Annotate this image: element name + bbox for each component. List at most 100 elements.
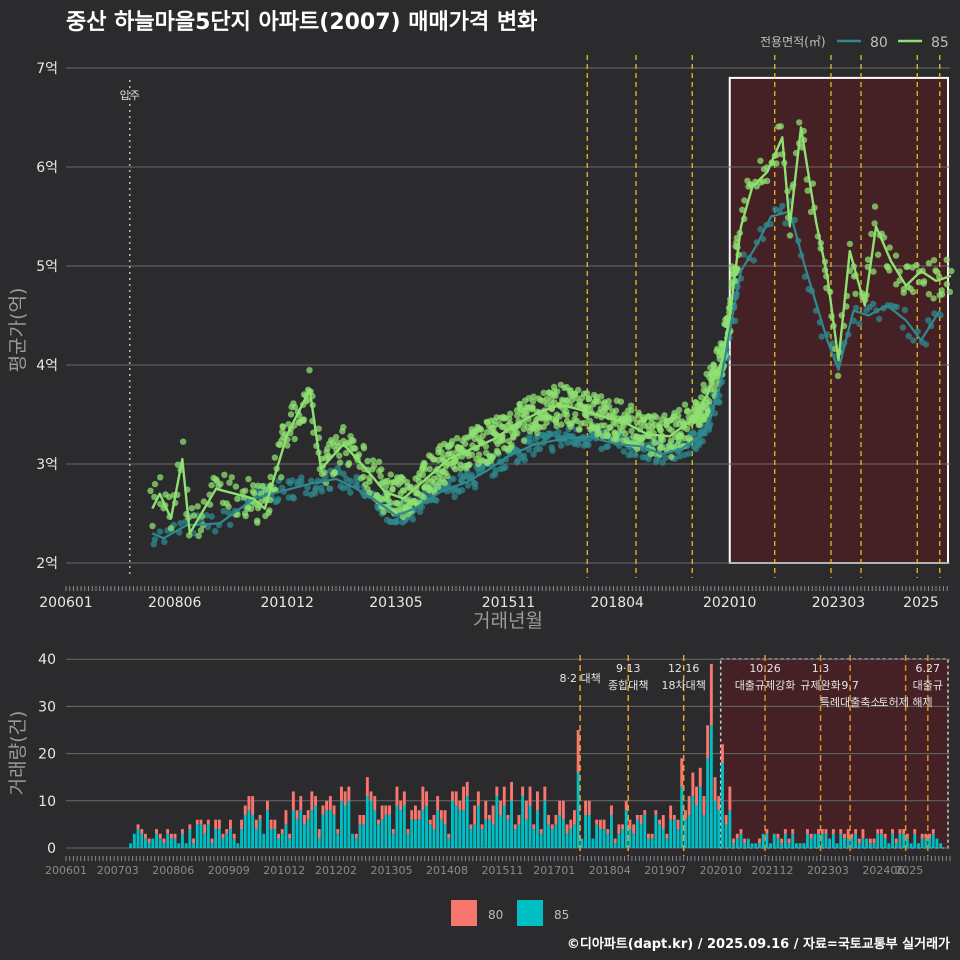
volume-bar-80 [721,744,724,764]
price-point-80 [922,341,930,348]
price-point-85 [807,208,815,216]
price-point-85 [578,394,586,401]
volume-bar-80 [706,725,710,759]
price-point-85 [499,437,507,444]
volume-bar-85 [654,815,658,848]
price-point-85 [300,416,307,423]
price-point-85 [530,393,537,400]
volume-bar-85 [465,796,469,848]
price-point-85 [604,432,612,439]
price-point-85 [846,240,854,248]
price-point-85 [757,157,764,164]
volume-bar-80 [587,800,591,815]
price-point-80 [757,226,764,233]
volume-bar-85 [809,838,813,848]
volume-bar-80 [817,829,820,834]
price-panel: 2억 3억 4억 5억 6억 7억 200601 200806 201012 201305 2015… [7,55,955,632]
volume-bar-85 [295,819,299,848]
price-point-85 [796,119,803,126]
price-point-85 [804,187,811,194]
volume-bar-80 [510,781,513,801]
volume-bar-85 [177,843,181,848]
volume-bar-85 [303,824,306,848]
price-point-85 [350,437,357,444]
price-point-85 [586,417,593,424]
price-point-85 [700,381,707,388]
volume-bar-85 [798,843,802,848]
price-point-85 [194,503,201,510]
volume-bar-80 [891,829,894,834]
price-point-85 [786,232,794,239]
volume-bar-85 [713,800,717,848]
price-point-85 [336,452,343,459]
volume-bar-85 [909,843,913,848]
volume-bar-85 [750,843,754,848]
volume-bar-80 [717,796,721,811]
price-point-85 [479,432,486,440]
volume-bar-85 [195,824,199,848]
price-line-85 [151,126,952,535]
price-point-85 [925,290,933,298]
volume-bar-85 [188,829,192,848]
price-point-85 [226,479,233,486]
volume-bar-85 [284,824,288,848]
volume-bar-80 [536,791,539,811]
volume-bar-85 [388,815,391,848]
chart-title: 중산 하늘마을5단지 아파트(2007) 매매가격 변화 [66,10,537,35]
volume-bar-85 [939,843,943,848]
volume-bar-85 [243,815,247,848]
price-point-85 [886,244,893,251]
price-point-80 [287,479,294,487]
volume-bar-85 [192,843,195,848]
volume-bar-80 [602,819,606,830]
volume-bar-85 [399,810,403,848]
price-x-tick: 201012 [261,595,314,611]
volume-bar-80 [499,800,502,815]
price-point-85 [234,495,241,502]
price-point-85 [508,441,515,448]
price-point-85 [242,487,249,494]
price-point-80 [177,520,184,527]
volume-bar-85 [169,838,173,848]
price-point-85 [500,444,508,452]
volume-legend-85-label: 85 [554,908,569,922]
price-point-85 [426,465,433,473]
volume-bar-80 [565,824,569,834]
price-point-85 [627,402,635,409]
volume-bar-80 [857,838,861,844]
price-point-80 [275,496,282,503]
volume-bar-85 [358,824,362,848]
price-point-80 [161,538,168,546]
price-point-80 [451,493,458,501]
policy-annotation: 특례대출축소 [820,696,881,709]
volume-x-tick: 201305 [370,864,412,877]
price-line-80 [151,210,941,540]
volume-bar-85 [891,833,894,848]
volume-bar-85 [425,805,428,848]
volume-bar-85 [155,833,158,848]
volume-bar-85 [806,833,809,848]
volume-bar-80 [454,791,458,806]
price-point-85 [336,459,344,466]
volume-bar-85 [635,819,639,848]
price-point-85 [852,290,859,298]
volume-legend-80-swatch [451,900,477,926]
volume-bar-80 [913,829,917,834]
volume-bar-85 [325,810,329,848]
price-point-85 [706,398,713,405]
volume-bar-85 [547,824,550,848]
volume-bar-85 [854,833,857,848]
price-point-80 [298,474,305,481]
volume-bar-85 [843,838,846,848]
volume-bar-85 [484,819,488,848]
volume-bar-80 [325,800,329,811]
volume-bar-85 [702,815,706,848]
volume-bar-80 [158,833,162,839]
volume-bar-80 [136,824,140,830]
volume-bar-80 [373,796,377,811]
price-x-tick: 202303 [812,595,865,611]
volume-bar-80 [428,819,432,825]
volume-bar-80 [876,829,880,834]
price-point-85 [151,493,158,501]
price-point-85 [221,471,228,478]
